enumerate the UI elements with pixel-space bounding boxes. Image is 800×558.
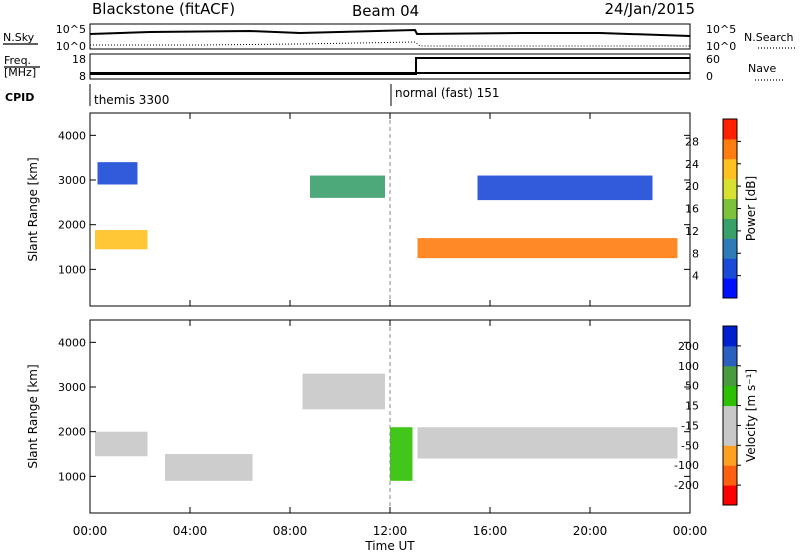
nsky-right-tick-top: 10^5 bbox=[706, 23, 736, 36]
date-title: 24/Jan/2015 bbox=[605, 0, 696, 18]
echo-band-0 bbox=[95, 431, 148, 457]
colorbar-segment-7 bbox=[723, 345, 737, 367]
colorbar-segment-3 bbox=[723, 218, 737, 239]
colorbar-segment-4 bbox=[723, 198, 737, 219]
nsearch-label: N.Search bbox=[744, 31, 794, 44]
colorbar-tick-label: 16 bbox=[685, 203, 699, 216]
y-tick-label: 4000 bbox=[58, 336, 86, 349]
freq-right-tick-top: 60 bbox=[706, 53, 720, 66]
colorbar-tick-label: 4 bbox=[692, 270, 699, 283]
y-axis-label: Slant Range [km] bbox=[26, 364, 40, 468]
colorbar-tick-label: -100 bbox=[674, 459, 699, 472]
nave-label: Nave bbox=[748, 62, 776, 75]
nsky-label: N.Sky bbox=[3, 31, 35, 44]
y-tick-label: 4000 bbox=[58, 129, 86, 142]
beam-title: Beam 04 bbox=[352, 2, 419, 20]
nsky-line bbox=[89, 28, 691, 37]
echo-band-1 bbox=[417, 238, 678, 259]
colorbar-segment-2 bbox=[723, 238, 737, 259]
colorbar-segment-5 bbox=[723, 385, 737, 407]
echo-band-0 bbox=[95, 230, 148, 250]
colorbar-tick-label: -50 bbox=[681, 439, 699, 452]
power-panel: 1000 2000 3000 4000 Slant Range [km] 4 8 12 16 20… bbox=[26, 112, 758, 307]
colorbar-tick-label: 8 bbox=[692, 247, 699, 260]
y-tick-label: 3000 bbox=[58, 174, 86, 187]
echo-band-1 bbox=[417, 427, 678, 459]
x-tick-label: 00:00 bbox=[73, 524, 108, 538]
colorbar-tick-label: 15 bbox=[685, 400, 699, 413]
nsky-right-tick-bottom: 10^0 bbox=[706, 40, 736, 53]
colorbar-segment-7 bbox=[723, 138, 737, 160]
colorbar-segment-0 bbox=[723, 485, 737, 506]
y-axis-label: Slant Range [km] bbox=[26, 157, 40, 261]
colorbar-tick-label: -200 bbox=[674, 479, 699, 492]
colorbar-label: Power [dB] bbox=[744, 176, 758, 241]
cpid-label: CPID bbox=[5, 91, 34, 104]
colorbar-segment-3 bbox=[723, 425, 737, 446]
colorbar-segment-8 bbox=[723, 119, 737, 140]
cpid-panel: CPID themis 3300 normal (fast) 151 bbox=[5, 84, 499, 107]
colorbar-tick-label: 20 bbox=[685, 180, 699, 193]
cpid-mode-2: normal (fast) 151 bbox=[395, 86, 499, 100]
x-tick-label: 08:00 bbox=[273, 524, 308, 538]
echo-band-4 bbox=[165, 454, 253, 481]
colorbar-frame bbox=[722, 325, 738, 506]
y-tick-label: 1000 bbox=[58, 263, 86, 276]
nsky-panel: N.Sky 10^5 10^0 10^5 10^0 N.Search bbox=[3, 23, 795, 53]
colorbar-segment-5 bbox=[723, 178, 737, 200]
y-tick-label: 3000 bbox=[58, 381, 86, 394]
colorbar-label: Velocity [m s⁻¹] bbox=[744, 369, 758, 462]
colorbar-tick-label: 100 bbox=[678, 360, 699, 373]
nsky-left-tick-bottom: 10^0 bbox=[56, 40, 86, 53]
colorbar-tick-label: 12 bbox=[685, 225, 699, 238]
freq-left-tick-bottom: 8 bbox=[79, 70, 86, 83]
colorbar-tick-label: -15 bbox=[681, 419, 699, 432]
cpid-mode-1: themis 3300 bbox=[94, 93, 169, 107]
y-tick-label: 2000 bbox=[58, 426, 86, 439]
x-tick-label: 04:00 bbox=[173, 524, 208, 538]
x-tick-label: 20:00 bbox=[573, 524, 608, 538]
nsearch-line bbox=[90, 41, 690, 47]
echo-band-4 bbox=[477, 175, 653, 201]
colorbar-segment-4 bbox=[723, 405, 737, 426]
colorbar-segment-0 bbox=[723, 278, 737, 299]
colorbar-segment-1 bbox=[723, 465, 737, 486]
colorbar-tick-label: 200 bbox=[678, 340, 699, 353]
freq-label-1: Freq. bbox=[4, 54, 31, 67]
echo-band-3 bbox=[97, 162, 138, 185]
freq-label-2: [MHz] bbox=[4, 66, 36, 79]
nsky-left-tick-top: 10^5 bbox=[56, 23, 86, 36]
colorbar-tick-label: 24 bbox=[685, 158, 699, 171]
colorbar-segment-2 bbox=[723, 445, 737, 466]
y-tick-label: 2000 bbox=[58, 219, 86, 232]
echo-band-3 bbox=[390, 427, 413, 481]
colorbar-tick-label: 28 bbox=[685, 135, 699, 148]
colorbar-segment-6 bbox=[723, 158, 737, 180]
x-tick-label: 16:00 bbox=[473, 524, 508, 538]
time-axis: 00:00 04:00 08:00 12:00 16:00 20:00 00:00 bbox=[73, 524, 708, 538]
colorbar-segment-6 bbox=[723, 365, 737, 387]
nave-line bbox=[90, 57, 690, 75]
y-tick-label: 1000 bbox=[58, 470, 86, 483]
echo-band-2 bbox=[302, 373, 385, 410]
freq-panel: Freq. [MHz] 18 8 60 0 Nave bbox=[4, 53, 785, 83]
velocity-panel: 1000 2000 3000 4000 Slant Range [km] 200 100 50… bbox=[26, 319, 758, 514]
x-tick-label: 12:00 bbox=[373, 524, 408, 538]
freq-left-tick-top: 18 bbox=[72, 53, 86, 66]
colorbar-tick-label: 50 bbox=[685, 380, 699, 393]
colorbar-segment-1 bbox=[723, 258, 737, 279]
echo-band-2 bbox=[310, 175, 385, 198]
station-title: Blackstone (fitACF) bbox=[92, 0, 235, 18]
x-axis-label: Time UT bbox=[364, 539, 415, 553]
x-tick-label: 00:00 bbox=[673, 524, 708, 538]
freq-right-tick-bottom: 0 bbox=[706, 70, 713, 83]
colorbar-segment-8 bbox=[723, 326, 737, 347]
